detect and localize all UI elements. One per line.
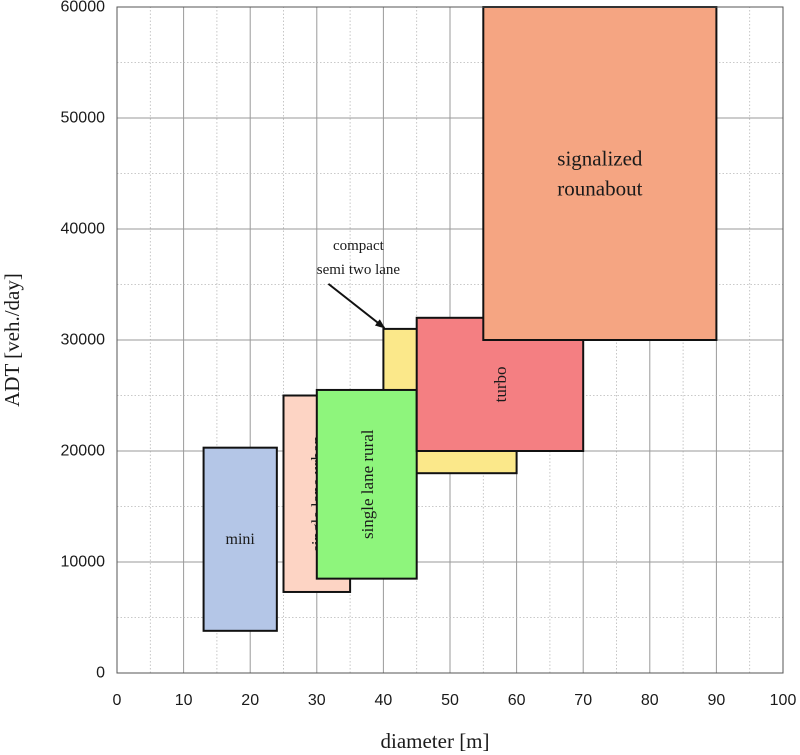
- x-tick-label: 20: [241, 692, 259, 709]
- annotation: compact semi two lane: [317, 238, 401, 329]
- y-axis-label: ADT [veh./day]: [0, 273, 24, 407]
- region-single-lane-rural: [315, 388, 418, 580]
- y-tick-label: 50000: [61, 110, 106, 127]
- y-tick-label: 10000: [61, 554, 106, 571]
- region-label-turbo: turbo: [490, 366, 509, 402]
- annotation-text: compact semi two lane: [317, 238, 401, 278]
- region-label-signalized-rounabout: signalized rounabout: [557, 146, 643, 200]
- plot-frame: [116, 6, 784, 674]
- x-tick-label: 0: [113, 692, 122, 709]
- x-tick-label: 50: [441, 692, 459, 709]
- x-tick-label: 70: [574, 692, 592, 709]
- region-mini: [202, 446, 278, 632]
- x-tick-label: 90: [708, 692, 726, 709]
- x-tick-label: 100: [770, 692, 797, 709]
- region-label-single-lane-rural: single lane rural: [357, 429, 376, 539]
- region-signalized-rounabout: [482, 6, 718, 341]
- y-tick-label: 30000: [61, 332, 106, 349]
- region-label-mini: mini: [226, 531, 256, 548]
- x-tick-label: 80: [641, 692, 659, 709]
- annotation-arrow: [327, 283, 386, 329]
- y-tick-label: 40000: [61, 221, 106, 238]
- axes: [116, 6, 784, 674]
- tick-labels: 0 10 20 30 40 50 60 70 80 90 100 0 10000 20000 30000 40…: [61, 0, 797, 709]
- y-tick-label: 20000: [61, 443, 106, 460]
- x-tick-label: 60: [508, 692, 526, 709]
- x-tick-label: 30: [308, 692, 326, 709]
- x-axis-label: diameter [m]: [380, 729, 489, 753]
- x-tick-label: 40: [375, 692, 393, 709]
- y-tick-label: 0: [96, 665, 105, 682]
- x-tick-label: 10: [175, 692, 193, 709]
- y-tick-label: 60000: [61, 0, 106, 16]
